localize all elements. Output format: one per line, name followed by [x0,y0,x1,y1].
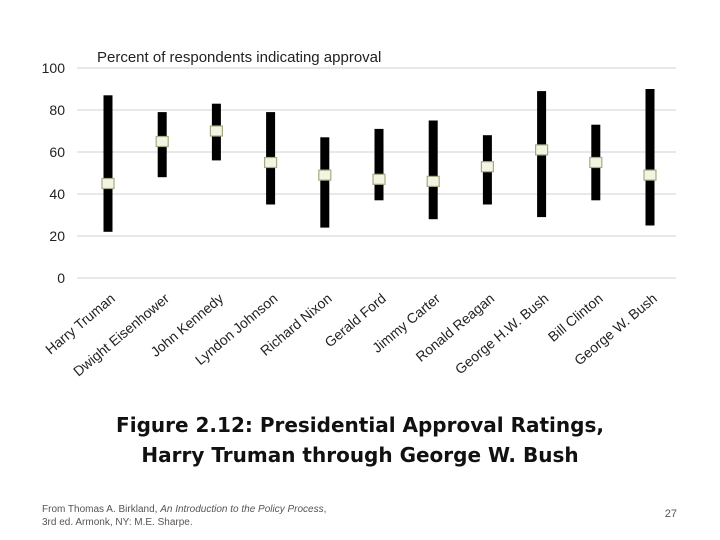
category-label: George H.W. Bush [452,290,552,377]
range-bar [428,120,438,220]
figure-caption: Figure 2.12: Presidential Approval Ratin… [60,410,660,470]
source-prefix: From Thomas A. Birkland, [42,504,161,515]
average-marker [480,161,494,173]
average-marker [372,173,386,185]
y-axis-tick-labels: 0 20 40 60 80 100 [42,60,66,286]
y-tick-label: 20 [49,228,65,244]
average-marker [426,175,440,187]
average-markers [101,125,657,190]
y-tick-label: 60 [49,144,65,160]
y-tick-label: 100 [42,60,66,76]
range-bar [103,95,113,232]
caption-line-1: Figure 2.12: Presidential Approval Ratin… [116,413,604,437]
source-suffix: , 3rd ed. Armonk, NY: M.E. Sharpe. [42,504,327,528]
average-marker [643,169,657,181]
category-label: Dwight Eisenhower [70,290,172,380]
caption-line-2: Harry Truman through George W. Bush [141,443,579,467]
average-marker [101,177,115,190]
range-bar [645,89,655,226]
source-book-title: An Introduction to the Policy Process [160,504,324,515]
page-number: 27 [664,508,677,520]
average-marker [264,156,278,169]
average-marker [318,169,332,181]
y-tick-label: 80 [49,102,65,118]
average-marker [589,156,603,169]
source-citation: From Thomas A. Birkland, An Introduction… [42,503,342,529]
range-bar [320,137,330,228]
chart-title: Percent of respondents indicating approv… [97,49,381,66]
average-marker [534,144,549,156]
y-tick-label: 40 [49,186,65,202]
average-marker [155,135,169,148]
average-marker [209,125,223,137]
range-bar [374,128,384,201]
y-tick-label: 0 [57,270,65,286]
